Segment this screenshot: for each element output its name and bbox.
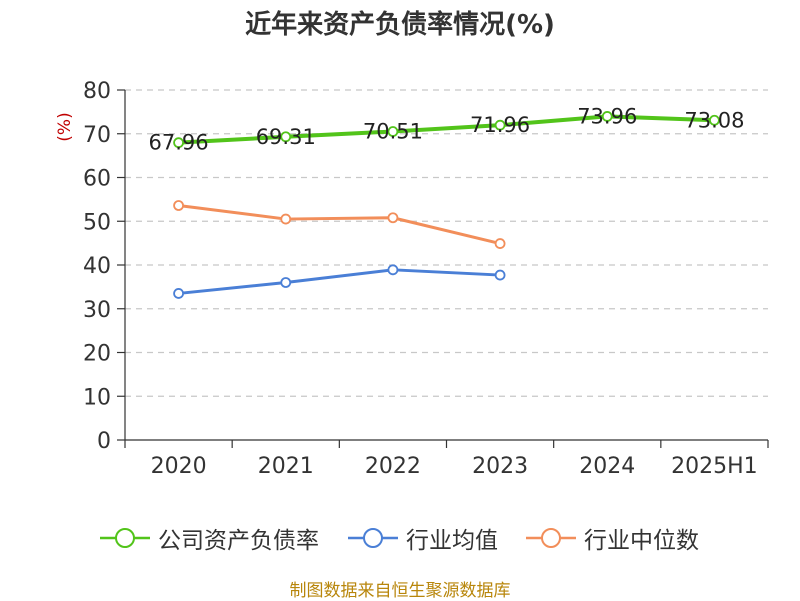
legend-item-industry-median[interactable]: 行业中位数: [526, 518, 699, 558]
data-label: 67.96: [149, 131, 209, 155]
y-tick-label: 10: [83, 385, 111, 410]
y-tick-label: 40: [83, 254, 111, 279]
series-line: [178, 268, 501, 295]
series-line: [178, 114, 715, 145]
data-point: [280, 213, 292, 225]
data-point: [173, 137, 184, 149]
x-tick-label: 2021: [258, 454, 314, 479]
data-source-footer: 制图数据来自恒生聚源数据库: [289, 581, 511, 601]
data-point: [494, 269, 506, 281]
data-point: [280, 277, 292, 288]
data-label: 69.31: [256, 125, 316, 149]
chart-legend: 公司资产负债率 行业均值 行业中位数: [0, 518, 800, 558]
data-label: 73.96: [577, 104, 637, 128]
x-tick-label: 2023: [472, 454, 528, 479]
legend-marker-icon: [526, 528, 576, 548]
data-point: [494, 238, 506, 249]
data-point: [709, 114, 720, 126]
legend-label: 公司资产负债率: [158, 528, 319, 554]
data-point: [173, 288, 184, 299]
x-tick-label: 2020: [151, 454, 207, 479]
x-tick-label: 2024: [579, 454, 635, 479]
data-label: 71.96: [470, 113, 530, 137]
data-point: [387, 212, 399, 224]
y-tick-label: 60: [83, 167, 111, 192]
x-tick-label: 2025H1: [671, 454, 758, 479]
legend-item-industry-average[interactable]: 行业均值: [348, 518, 498, 558]
data-point: [387, 126, 399, 137]
data-label: 73.08: [684, 108, 744, 132]
y-tick-label: 70: [83, 123, 111, 148]
legend-marker-icon: [100, 528, 150, 548]
data-point: [280, 131, 292, 143]
data-point: [173, 200, 184, 211]
y-tick-label: 30: [83, 298, 111, 323]
data-label: 70.51: [363, 120, 423, 144]
x-tick-label: 2022: [365, 454, 421, 479]
series-line: [178, 204, 501, 246]
y-tick-label: 0: [97, 429, 111, 454]
chart-title: 近年来资产负债率情况(%): [245, 10, 555, 40]
y-tick-label: 80: [83, 79, 111, 104]
legend-marker-icon: [348, 528, 398, 548]
data-point: [601, 111, 613, 122]
y-tick-label: 20: [83, 342, 111, 367]
legend-label: 行业均值: [406, 528, 498, 554]
data-point: [494, 119, 506, 131]
data-point: [387, 264, 399, 276]
legend-label: 行业中位数: [584, 528, 699, 554]
y-axis-label: (%): [55, 112, 75, 141]
legend-item-company-debt-ratio[interactable]: 公司资产负债率: [100, 518, 319, 558]
line-chart: 0 10 20 30 40 50 60 70 80 2020 2021 2022 2023 2024 202…: [55, 79, 769, 479]
y-tick-label: 50: [83, 210, 111, 235]
